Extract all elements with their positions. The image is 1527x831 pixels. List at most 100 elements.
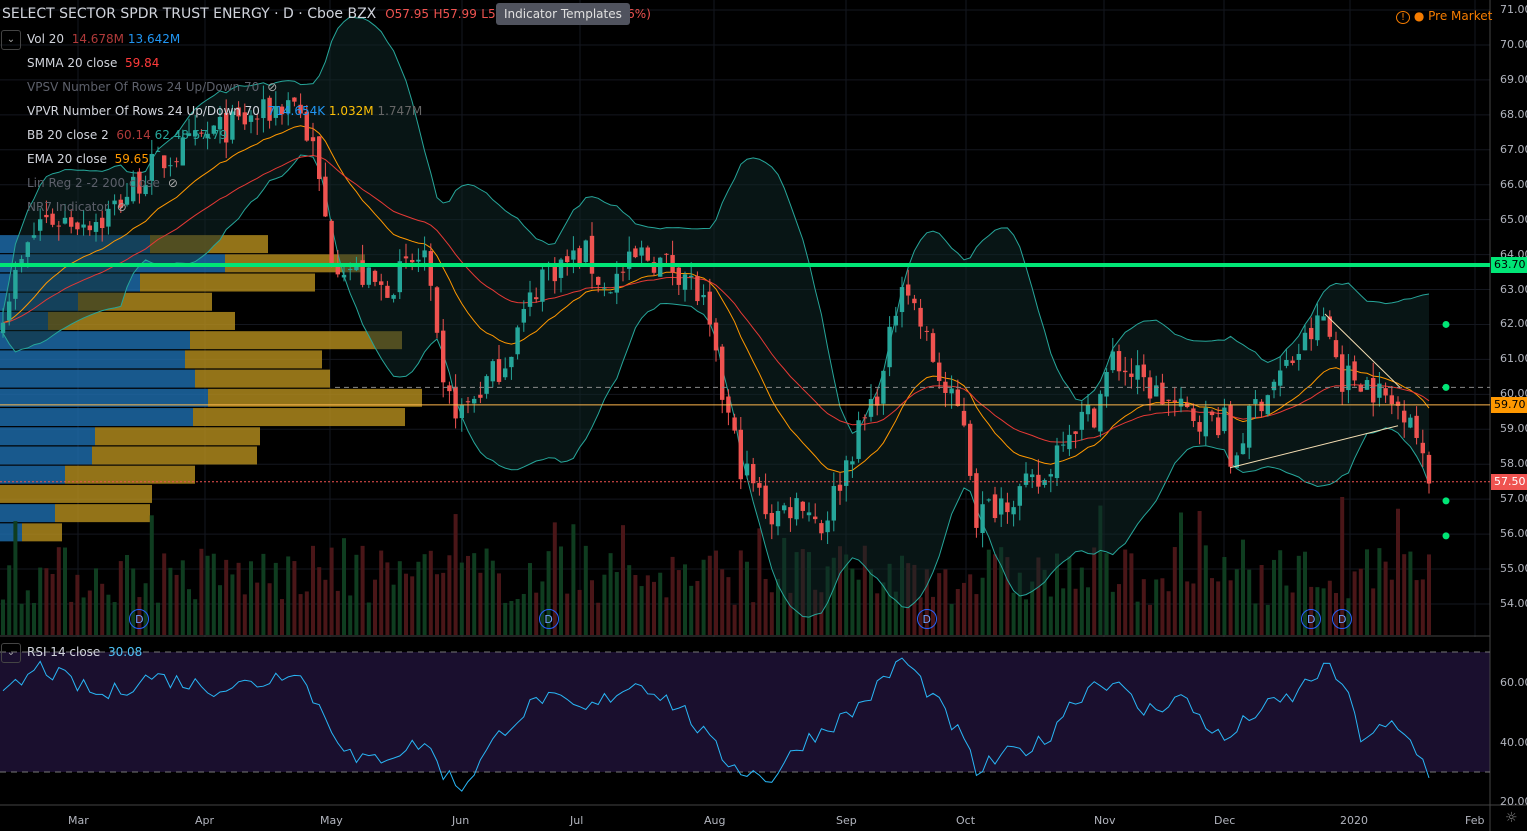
settings-gear-icon[interactable]: ☼ <box>1505 810 1518 826</box>
candle-body <box>751 464 756 484</box>
volume-bar <box>19 603 24 635</box>
eye-hidden-icon[interactable]: ⊘ <box>267 80 278 94</box>
candle <box>193 114 198 146</box>
candle <box>608 291 613 294</box>
candle <box>112 194 117 216</box>
candle-body <box>1079 411 1084 430</box>
candle-body <box>825 520 830 533</box>
candle-body <box>732 417 737 431</box>
candle <box>44 200 49 224</box>
indicator-bb[interactable]: BB 20 close 2 60.14 62.48 57.79 <box>27 128 228 142</box>
candle <box>224 99 229 159</box>
candle-body <box>689 275 694 277</box>
indicator-vpsv[interactable]: VPSV Number Of Rows 24 Up/Down 70 ⊘ <box>27 80 278 94</box>
candle-body <box>1104 372 1109 397</box>
vp-down-bar <box>208 388 422 407</box>
candle-body <box>1333 340 1339 358</box>
candle-body <box>819 523 824 534</box>
candle <box>410 253 415 271</box>
volume-bar <box>199 548 204 635</box>
price-axis-label: 63.00 <box>1500 282 1527 296</box>
candle <box>428 243 433 301</box>
indicator-vpvr[interactable]: VPVR Number Of Rows 24 Up/Down 70 714.65… <box>27 104 423 118</box>
candle <box>1011 500 1016 527</box>
price-axis-label: 71.00 <box>1500 3 1527 16</box>
candle-body <box>56 225 61 227</box>
rsi-axis-label: 60.00 <box>1500 676 1527 689</box>
eye-hidden-icon[interactable]: ⊘ <box>167 176 178 190</box>
volume-bar <box>1358 568 1363 635</box>
candle-body <box>521 308 526 323</box>
candle-body <box>620 271 626 273</box>
eye-hidden-icon[interactable]: ⊘ <box>116 200 127 214</box>
vp-down-bar <box>140 273 315 292</box>
price-axis-label: 69.00 <box>1500 72 1527 86</box>
dividend-marker[interactable]: D <box>1332 609 1353 629</box>
volume-bar <box>1303 551 1307 635</box>
candle-body <box>707 291 712 325</box>
rsi-legend[interactable]: RSI 14 close 30.08 <box>27 645 143 659</box>
volume-bar <box>304 591 309 635</box>
volume-bar <box>1340 496 1345 635</box>
candle-body <box>273 106 278 118</box>
volume-bar <box>342 538 346 635</box>
candle-body <box>465 401 471 403</box>
candle-body <box>713 322 719 351</box>
candle <box>1315 303 1320 346</box>
candle <box>1191 403 1196 428</box>
candle <box>633 245 638 259</box>
indicator-ema[interactable]: EMA 20 close 59.65 <box>27 152 149 166</box>
indicator-nr7[interactable]: NR7 Indicator ⊘ <box>27 200 127 214</box>
candle <box>819 519 824 541</box>
candle-body <box>1061 444 1066 446</box>
nr7-dot <box>1442 497 1450 505</box>
collapse-rsi-button[interactable]: ⌄ <box>1 643 21 663</box>
candle-body <box>447 385 452 392</box>
pre-market-status[interactable]: ! ● Pre Market <box>1396 9 1492 24</box>
indicator-linreg[interactable]: Lin Reg 2 -2 200 close ⊘ <box>27 176 178 190</box>
volume-bar <box>118 561 123 635</box>
volume-bar <box>230 574 235 635</box>
volume-bar <box>1216 581 1221 635</box>
candle <box>906 269 911 305</box>
nr7-dot <box>1442 383 1450 391</box>
indicator-smma[interactable]: SMMA 20 close 59.84 <box>27 56 160 70</box>
vp-down-bar <box>0 484 152 503</box>
candle-body <box>633 248 638 258</box>
candle-body <box>1110 351 1115 371</box>
candle-body <box>1197 422 1202 432</box>
dividend-marker[interactable]: D <box>129 609 150 629</box>
volume-bar <box>1048 596 1053 635</box>
candle <box>596 276 601 293</box>
volume-bar <box>1135 601 1140 635</box>
candle-body <box>1005 502 1010 513</box>
time-axis-label: Jun <box>452 814 470 827</box>
candle <box>38 208 43 241</box>
candle <box>341 264 347 282</box>
candle-body <box>974 473 979 528</box>
price-axis-label: 55.00 <box>1500 562 1527 576</box>
candle <box>416 248 421 273</box>
volume-bar <box>466 555 470 635</box>
dividend-marker[interactable]: D <box>538 609 559 629</box>
volume-bar <box>701 559 706 635</box>
vp-down-bar <box>185 350 322 369</box>
candle <box>943 371 948 408</box>
volume-bar <box>472 553 477 635</box>
candle <box>1240 433 1246 455</box>
indicator-vol[interactable]: Vol 20 14.678M 13.642M <box>27 32 181 46</box>
candle <box>1197 415 1202 445</box>
candle <box>180 129 185 166</box>
candle <box>713 318 719 362</box>
candle <box>13 261 18 310</box>
candle <box>620 265 626 282</box>
dividend-marker[interactable]: D <box>916 609 937 629</box>
volume-bar <box>776 578 780 635</box>
volume-bar <box>707 555 712 635</box>
candle-body <box>453 386 458 419</box>
collapse-legend-button[interactable]: ⌄ <box>1 30 21 50</box>
volume-bar <box>1222 557 1227 635</box>
dividend-marker[interactable]: D <box>1301 609 1322 629</box>
candle-body <box>335 264 340 275</box>
